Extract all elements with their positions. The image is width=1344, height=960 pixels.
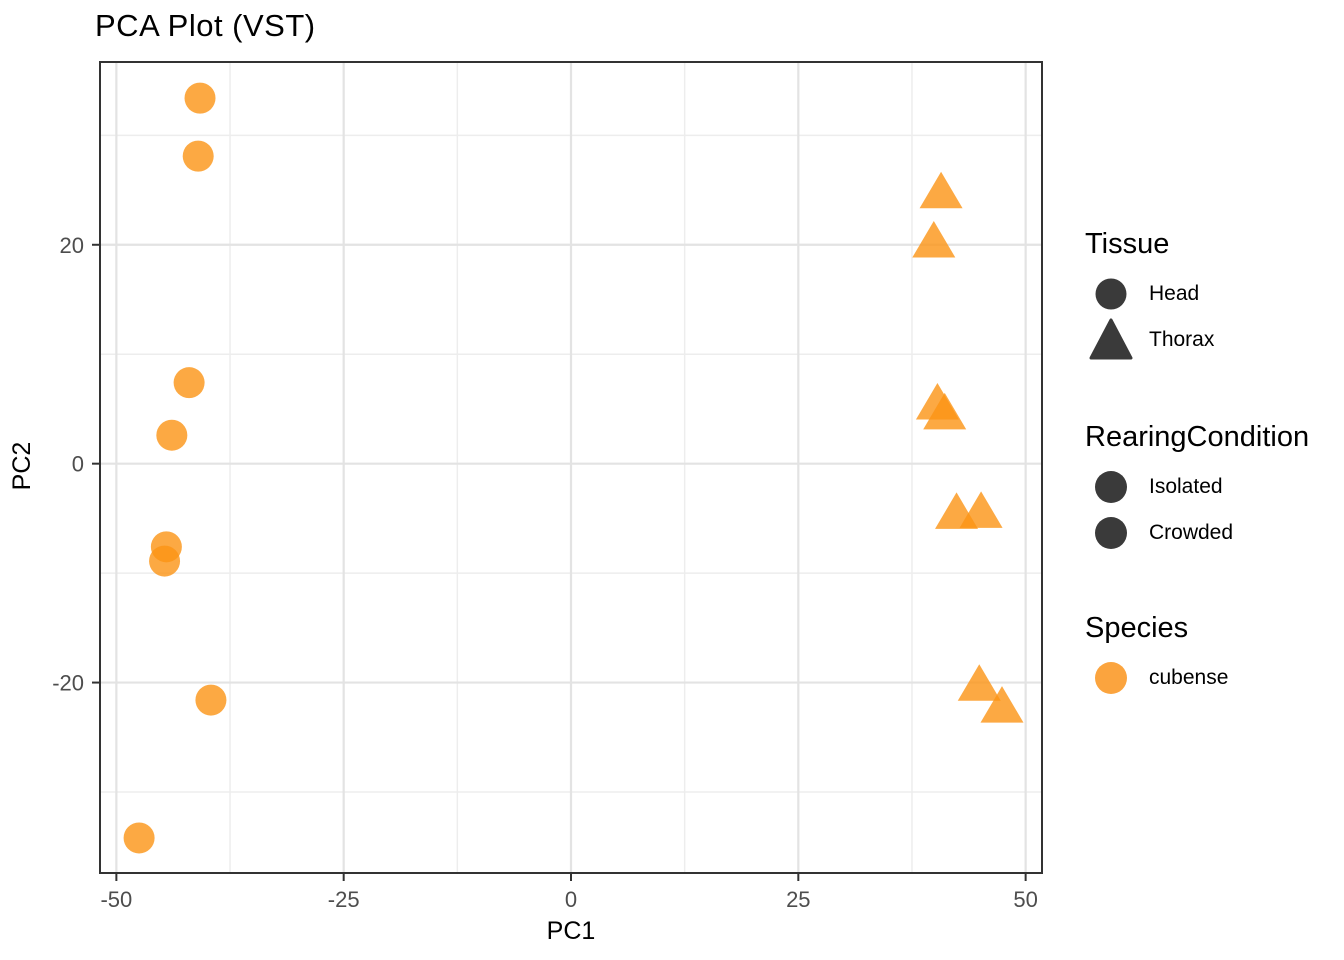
data-point-triangle bbox=[957, 664, 1001, 701]
x-tick-label: 25 bbox=[786, 887, 810, 912]
y-tick-label: 0 bbox=[72, 452, 84, 477]
legend-item-cubense: cubense bbox=[1085, 655, 1228, 701]
crowded-circle-icon bbox=[1085, 511, 1137, 555]
legend-title-species: Species bbox=[1085, 612, 1189, 644]
y-tick-label: -20 bbox=[52, 671, 84, 696]
cubense-circle-icon bbox=[1085, 656, 1137, 700]
data-points bbox=[123, 82, 1024, 854]
legend-item-thorax: Thorax bbox=[1085, 317, 1214, 363]
isolated-circle-icon bbox=[1085, 465, 1137, 509]
legend-title-tissue: Tissue bbox=[1085, 228, 1170, 260]
legend-label-head: Head bbox=[1149, 282, 1200, 305]
y-axis-title: PC2 bbox=[8, 442, 36, 491]
legend-label-isolated: Isolated bbox=[1149, 475, 1223, 498]
legend-item-crowded: Crowded bbox=[1085, 510, 1309, 556]
data-point-circle bbox=[182, 140, 214, 172]
legend-section-tissue: Tissue Head Thorax bbox=[1085, 228, 1214, 363]
chart-title: PCA Plot (VST) bbox=[95, 8, 316, 43]
x-axis-title: PC1 bbox=[547, 917, 596, 945]
data-point-triangle bbox=[912, 220, 956, 258]
data-point-circle bbox=[149, 545, 181, 577]
data-point-circle bbox=[195, 684, 227, 716]
thorax-triangle-icon bbox=[1085, 318, 1137, 362]
data-point-triangle bbox=[980, 686, 1024, 723]
data-point-triangle bbox=[923, 392, 967, 430]
data-point-circle bbox=[123, 822, 155, 854]
data-point-triangle bbox=[919, 171, 963, 209]
x-tick-label: 0 bbox=[565, 887, 577, 912]
legend-label-thorax: Thorax bbox=[1149, 328, 1215, 351]
x-tick-label: 50 bbox=[1013, 887, 1037, 912]
x-tick-label: -50 bbox=[100, 887, 132, 912]
data-point-circle bbox=[156, 419, 188, 451]
y-tick-label: 20 bbox=[60, 233, 84, 258]
legend-label-crowded: Crowded bbox=[1149, 521, 1234, 544]
legend-item-isolated: Isolated bbox=[1085, 464, 1309, 510]
axis-tick-labels: -50 -25 0 25 50 -20 0 20 bbox=[52, 233, 1038, 912]
legend-label-cubense: cubense bbox=[1149, 666, 1229, 689]
axis-ticks bbox=[92, 243, 1027, 881]
grid-major-lines bbox=[100, 62, 1042, 873]
data-point-triangle bbox=[959, 491, 1003, 528]
data-point-circle bbox=[173, 367, 205, 399]
head-circle-icon bbox=[1085, 272, 1137, 316]
legend-item-head: Head bbox=[1085, 271, 1214, 317]
data-point-circle bbox=[184, 82, 216, 114]
legend-title-rearing-condition: RearingCondition bbox=[1085, 421, 1310, 453]
x-tick-label: -25 bbox=[328, 887, 360, 912]
legend-section-rearing-condition: RearingCondition Isolated Crowded bbox=[1085, 421, 1309, 556]
legend-section-species: Species cubense bbox=[1085, 612, 1228, 701]
